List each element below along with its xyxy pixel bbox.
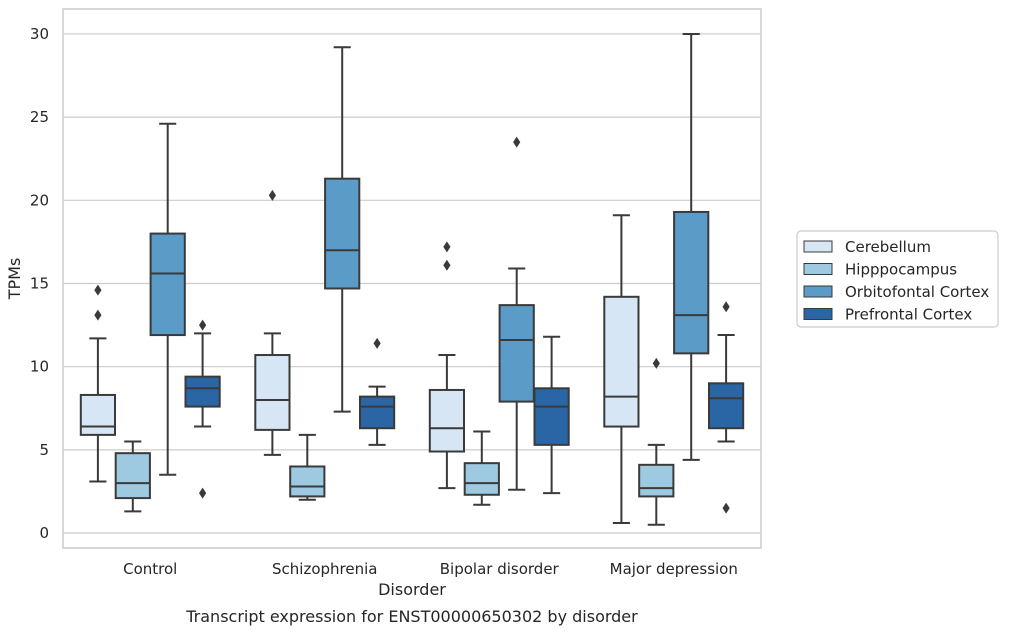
outlier-point	[199, 319, 207, 331]
x-tick-label: Major depression	[610, 560, 738, 578]
series-hipppocampus	[114, 357, 675, 526]
box	[498, 304, 535, 403]
legend-label: Orbitofontal Cortex	[845, 283, 989, 301]
box-group	[603, 214, 640, 525]
y-tick-label: 10	[30, 358, 49, 376]
box	[324, 177, 361, 290]
x-axis-label: Disorder	[378, 580, 446, 599]
box	[114, 452, 151, 500]
plot-frame	[62, 8, 762, 549]
legend-swatch	[803, 263, 833, 275]
box	[533, 387, 570, 446]
y-tick-labels: 0 5 10 15 20 25 30	[30, 25, 49, 542]
box	[149, 232, 186, 337]
outlier-point	[268, 189, 276, 201]
box-group	[114, 440, 151, 513]
legend: Cerebellum Hipppocampus Orbitofontal Corte…	[796, 230, 999, 328]
box	[358, 395, 396, 430]
box	[638, 463, 675, 498]
outlier-point	[722, 502, 730, 514]
series-orbitofontal-cortex	[149, 32, 710, 491]
y-axis-label: TPMs	[5, 258, 24, 301]
box-group	[498, 136, 535, 491]
box-group	[254, 189, 291, 456]
box-group	[184, 319, 221, 499]
outlier-point	[443, 259, 451, 271]
x-tick-label: Schizophrenia	[272, 560, 377, 578]
y-tick-label: 0	[39, 524, 49, 542]
outlier-point	[373, 337, 381, 349]
box	[707, 382, 745, 430]
box-group	[533, 335, 570, 495]
box-group	[324, 46, 361, 413]
box	[289, 465, 326, 498]
box-group	[428, 241, 466, 490]
box	[79, 393, 117, 436]
y-tick-label: 15	[30, 274, 49, 292]
legend-swatch	[803, 285, 833, 298]
chart-caption: Transcript expression for ENST0000065030…	[185, 607, 638, 626]
box	[673, 210, 710, 355]
outlier-point	[652, 357, 660, 369]
legend-frame	[796, 230, 999, 328]
legend-label: Hipppocampus	[845, 261, 957, 279]
y-tick-label: 25	[30, 108, 49, 126]
box	[254, 354, 291, 431]
y-tick-label: 20	[30, 191, 49, 209]
box	[428, 388, 466, 453]
outlier-point	[94, 284, 102, 296]
box-group	[463, 430, 500, 506]
box-group	[707, 301, 745, 514]
series-prefrontal-cortex	[184, 301, 745, 514]
legend-swatch	[803, 308, 833, 320]
y-tick-label: 30	[30, 25, 49, 43]
outlier-point	[443, 241, 451, 253]
box-series	[79, 32, 745, 526]
x-tick-label: Control	[123, 560, 177, 578]
outlier-point	[722, 301, 730, 313]
box-group	[673, 32, 710, 461]
box-group	[79, 284, 117, 483]
series-cerebellum	[79, 189, 640, 525]
box-group	[149, 122, 186, 476]
outlier-point	[94, 309, 102, 321]
box-group	[289, 433, 326, 501]
outlier-point	[513, 136, 521, 148]
legend-label: Cerebellum	[845, 238, 931, 256]
box	[184, 375, 221, 408]
x-tick-label: Bipolar disorder	[440, 560, 560, 578]
box	[463, 462, 500, 496]
outlier-point	[199, 487, 207, 499]
x-tick-labels: Control Schizophrenia Bipolar disorder Majo…	[123, 560, 738, 578]
box	[603, 295, 640, 428]
y-tick-label: 5	[39, 441, 49, 459]
legend-label: Prefrontal Cortex	[845, 306, 972, 324]
legend-swatch	[803, 240, 833, 253]
box-group	[638, 357, 675, 526]
box-group	[358, 337, 396, 446]
